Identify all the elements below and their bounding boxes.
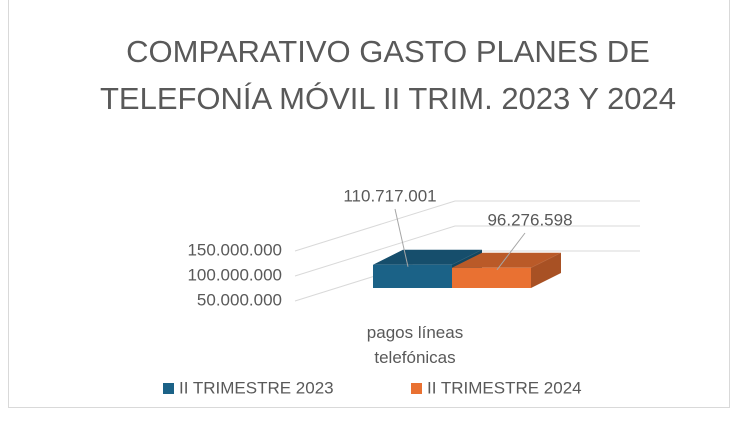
leader-line (496, 232, 526, 271)
leader-line (394, 208, 409, 267)
legend-swatch (411, 383, 422, 394)
bar-top (452, 252, 561, 268)
grid-line (294, 225, 640, 277)
chart-title: COMPARATIVO GASTO PLANES DE TELEFONÍA MÓ… (99, 34, 677, 116)
data-label: 96.276.598 (487, 210, 572, 229)
legend-label: II TRIMESTRE 2024 (427, 378, 582, 397)
bar-side (531, 252, 561, 288)
legend-swatch (163, 383, 174, 394)
chart-frame (8, 0, 730, 408)
y-tick-label: 100.000.000 (187, 265, 282, 284)
bar (373, 264, 452, 288)
bar-top (373, 249, 482, 265)
data-label: 110.717.001 (343, 186, 436, 205)
x-tick-label: pagos líneas telefónicas (366, 323, 464, 367)
y-tick-label: 150.000.000 (187, 240, 282, 259)
y-tick-label: 50.000.000 (197, 290, 282, 309)
grid-line (294, 200, 640, 252)
bar (452, 267, 531, 288)
legend-label: II TRIMESTRE 2023 (179, 378, 334, 397)
